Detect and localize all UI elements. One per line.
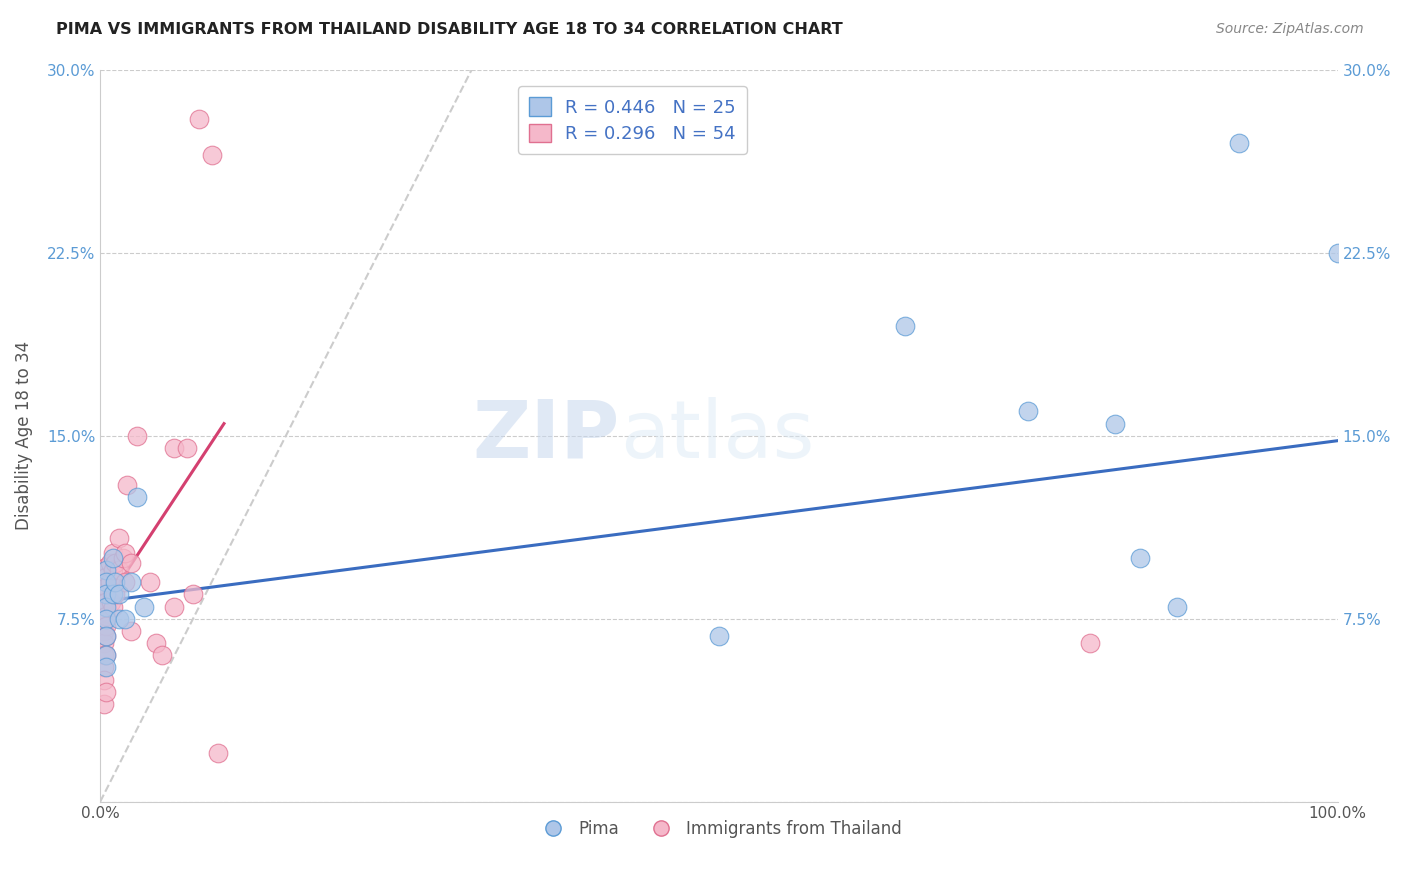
Point xyxy=(96,648,118,663)
Text: Source: ZipAtlas.com: Source: ZipAtlas.com xyxy=(1216,22,1364,37)
Y-axis label: Disability Age 18 to 34: Disability Age 18 to 34 xyxy=(15,342,32,531)
Legend: Pima, Immigrants from Thailand: Pima, Immigrants from Thailand xyxy=(530,814,908,845)
Point xyxy=(93,673,115,687)
Point xyxy=(108,612,131,626)
Point xyxy=(1078,636,1101,650)
Point xyxy=(96,629,118,643)
Point xyxy=(188,112,211,126)
Point xyxy=(207,746,229,760)
Point xyxy=(707,629,730,643)
Point xyxy=(120,556,142,570)
Point xyxy=(93,614,115,628)
Point xyxy=(108,563,131,577)
Point xyxy=(893,319,915,334)
Point xyxy=(101,563,124,577)
Point xyxy=(96,660,118,674)
Point xyxy=(120,624,142,638)
Point xyxy=(1017,404,1039,418)
Point xyxy=(181,587,204,601)
Point xyxy=(96,599,118,614)
Point xyxy=(104,575,127,590)
Point xyxy=(114,546,136,560)
Point xyxy=(120,575,142,590)
Point xyxy=(104,556,127,570)
Point xyxy=(96,648,118,663)
Point xyxy=(108,587,131,601)
Point xyxy=(132,599,155,614)
Point xyxy=(1166,599,1188,614)
Point xyxy=(96,612,118,626)
Point xyxy=(96,609,118,624)
Point xyxy=(201,148,224,162)
Point xyxy=(1129,550,1152,565)
Point xyxy=(104,587,127,601)
Point xyxy=(93,648,115,663)
Point xyxy=(114,575,136,590)
Point xyxy=(96,580,118,594)
Point xyxy=(101,599,124,614)
Text: atlas: atlas xyxy=(620,397,814,475)
Point xyxy=(98,556,121,570)
Point xyxy=(1326,246,1348,260)
Point xyxy=(91,587,114,601)
Point xyxy=(111,550,134,565)
Point xyxy=(93,580,115,594)
Point xyxy=(96,587,118,601)
Point xyxy=(91,594,114,608)
Point xyxy=(96,570,118,584)
Point xyxy=(150,648,173,663)
Point xyxy=(93,570,115,584)
Point xyxy=(91,612,114,626)
Point xyxy=(91,604,114,618)
Point xyxy=(96,594,118,608)
Text: PIMA VS IMMIGRANTS FROM THAILAND DISABILITY AGE 18 TO 34 CORRELATION CHART: PIMA VS IMMIGRANTS FROM THAILAND DISABIL… xyxy=(56,22,844,37)
Point xyxy=(127,429,149,443)
Point xyxy=(96,629,118,643)
Point xyxy=(98,575,121,590)
Point xyxy=(93,624,115,638)
Point xyxy=(114,612,136,626)
Point xyxy=(96,619,118,633)
Point xyxy=(117,477,139,491)
Point xyxy=(100,594,122,608)
Point xyxy=(1227,136,1250,151)
Point xyxy=(96,563,118,577)
Point xyxy=(101,550,124,565)
Point xyxy=(163,441,186,455)
Point xyxy=(176,441,198,455)
Point xyxy=(93,636,115,650)
Point xyxy=(163,599,186,614)
Point xyxy=(93,594,115,608)
Point xyxy=(96,575,118,590)
Point xyxy=(108,531,131,545)
Text: ZIP: ZIP xyxy=(472,397,620,475)
Point xyxy=(96,560,118,574)
Point xyxy=(145,636,167,650)
Point xyxy=(127,490,149,504)
Point xyxy=(93,697,115,711)
Point xyxy=(96,685,118,699)
Point xyxy=(101,546,124,560)
Point xyxy=(101,587,124,601)
Point xyxy=(93,604,115,618)
Point xyxy=(91,575,114,590)
Point xyxy=(91,599,114,614)
Point xyxy=(139,575,162,590)
Point xyxy=(1104,417,1126,431)
Point xyxy=(93,660,115,674)
